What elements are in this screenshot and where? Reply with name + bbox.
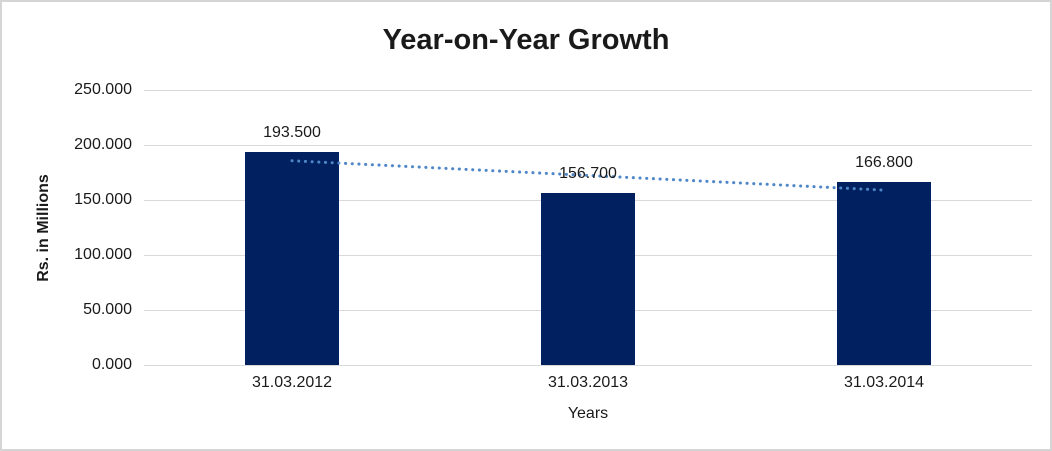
data-label: 156.700 [559, 164, 617, 182]
x-axis-title: Years [567, 405, 609, 422]
plot-area: 193.500 156.700 166.800 [144, 89, 1032, 366]
bar-31.03.2013[interactable] [541, 192, 635, 365]
gridline [144, 364, 1032, 366]
chart-title: Year-on-Year Growth [382, 24, 670, 56]
gridline [144, 144, 1032, 146]
y-tick-label: 250.000 [74, 81, 132, 98]
data-label: 166.800 [855, 153, 913, 171]
y-tick-label: 0.000 [91, 356, 132, 373]
trendline-path[interactable] [290, 159, 886, 192]
gridline [144, 89, 1032, 91]
y-tick-label: 100.000 [74, 246, 132, 263]
bar-31.03.2014[interactable] [837, 181, 931, 365]
y-tick-label: 50.000 [83, 301, 132, 318]
data-label: 193.500 [263, 124, 321, 142]
trendline[interactable] [144, 90, 1032, 365]
bar-31.03.2012[interactable] [245, 152, 339, 365]
x-tick-label: 31.03.2014 [843, 374, 925, 391]
x-tick-label: 31.03.2012 [251, 374, 333, 391]
y-tick-label: 150.000 [74, 191, 132, 208]
x-tick-label: 31.03.2013 [547, 374, 629, 391]
y-tick-label: 200.000 [74, 136, 132, 153]
